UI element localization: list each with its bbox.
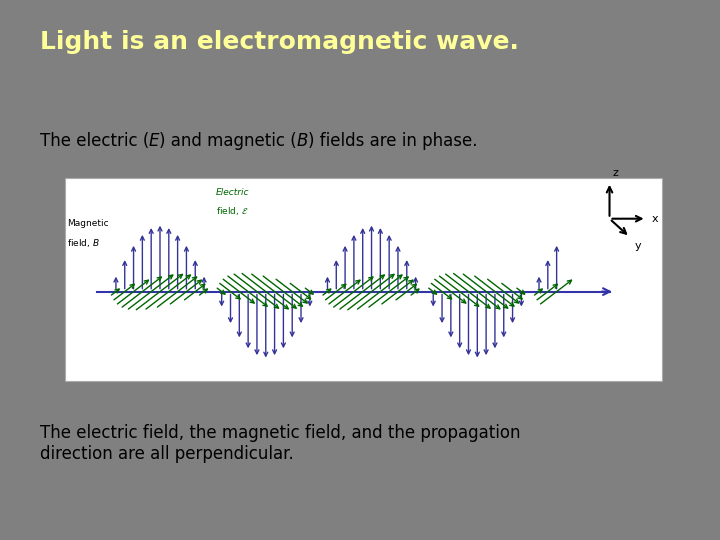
- Text: Magnetic: Magnetic: [68, 219, 109, 228]
- Text: z: z: [612, 168, 618, 178]
- Text: y: y: [635, 241, 642, 251]
- Text: field, $\mathit{B}$: field, $\mathit{B}$: [68, 237, 100, 249]
- Bar: [65, 178, 662, 381]
- Text: x: x: [652, 214, 659, 224]
- Text: field, $\mathit{\mathcal{E}}$: field, $\mathit{\mathcal{E}}$: [215, 205, 248, 217]
- Text: Light is an electromagnetic wave.: Light is an electromagnetic wave.: [40, 30, 518, 53]
- Text: Electric: Electric: [215, 188, 249, 197]
- Text: The electric (: The electric (: [40, 132, 149, 150]
- Text: B: B: [297, 132, 308, 150]
- Text: ) and magnetic (: ) and magnetic (: [159, 132, 297, 150]
- Text: E: E: [149, 132, 159, 150]
- Text: ) fields are in phase.: ) fields are in phase.: [308, 132, 478, 150]
- Text: The electric field, the magnetic field, and the propagation
direction are all pe: The electric field, the magnetic field, …: [40, 424, 520, 463]
